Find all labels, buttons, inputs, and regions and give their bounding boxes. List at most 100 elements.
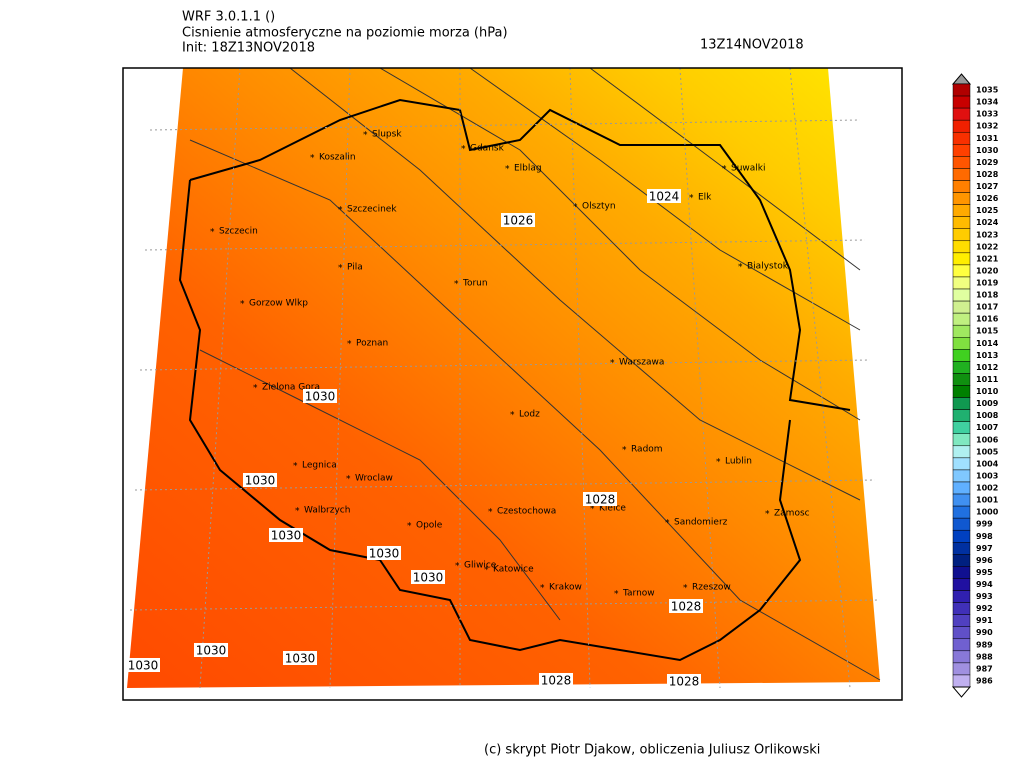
colorbar-swatch <box>952 650 971 664</box>
colorbar-swatch <box>952 626 971 640</box>
colorbar-swatch <box>952 662 971 676</box>
colorbar-swatch <box>952 107 971 121</box>
city-label: Szczecinek <box>347 205 397 215</box>
contour-label: 1028 <box>585 493 616 507</box>
colorbar-label: 1011 <box>976 375 999 384</box>
city-label: Szczecin <box>219 227 258 237</box>
colorbar-label: 1004 <box>976 459 999 468</box>
colorbar-swatch <box>952 517 971 531</box>
colorbar-label: 1010 <box>976 387 999 396</box>
colorbar-label: 1026 <box>976 194 999 203</box>
city-marker: * <box>665 519 670 529</box>
contour-label-box <box>194 643 228 657</box>
contour-label: 1030 <box>271 529 302 543</box>
city-marker: * <box>765 510 770 520</box>
colorbar-label: 1018 <box>976 291 999 300</box>
contour-label-box <box>501 213 535 227</box>
contour-label-box <box>283 651 317 665</box>
city-marker: * <box>689 194 694 204</box>
colorbar-swatch <box>952 131 971 145</box>
city-marker: * <box>240 300 245 310</box>
city-marker: * <box>346 475 351 485</box>
colorbar-swatch <box>952 578 971 591</box>
colorbar-label: 1005 <box>976 447 999 456</box>
contour-label: 1030 <box>369 547 400 561</box>
contour-label-box <box>243 473 277 487</box>
colorbar-swatch <box>952 433 971 447</box>
colorbar-swatch <box>952 168 971 181</box>
colorbar-label: 987 <box>976 664 993 673</box>
city-label: Lublin <box>725 457 752 467</box>
colorbar-swatch <box>952 192 971 205</box>
colorbar-label: 1030 <box>976 146 999 155</box>
city-label: Gliwice <box>464 561 497 571</box>
city-marker: * <box>407 522 412 532</box>
colorbar-label: 1000 <box>976 508 999 517</box>
colorbar-swatch <box>952 505 971 519</box>
colorbar-label: 1032 <box>976 122 998 131</box>
colorbar-swatch <box>952 385 971 398</box>
city-label: Krakow <box>549 583 582 593</box>
colorbar-swatch <box>952 542 971 555</box>
city-label: Olsztyn <box>582 202 616 212</box>
city-label: Pila <box>347 263 363 273</box>
city-label: Sandomierz <box>674 518 728 528</box>
colorbar-label: 1023 <box>976 230 998 239</box>
colorbar-swatch <box>952 445 971 459</box>
colorbar-swatch <box>952 529 971 543</box>
city-marker: * <box>347 340 352 350</box>
colorbar-label: 1034 <box>976 98 999 107</box>
init-time: Init: 18Z13NOV2018 <box>182 41 315 56</box>
contour-label-box <box>583 492 617 506</box>
colorbar-label: 1012 <box>976 363 998 372</box>
colorbar-label: 1013 <box>976 351 998 360</box>
contour-label: 1030 <box>413 571 444 585</box>
colorbar-swatch <box>952 614 971 627</box>
colorbar-label: 997 <box>976 544 993 553</box>
colorbar-swatch <box>952 240 971 254</box>
city-label: Wroclaw <box>355 474 393 484</box>
colorbar-bottom-arrow <box>951 686 972 698</box>
city-label: Legnica <box>302 461 337 471</box>
colorbar-label: 1027 <box>976 182 998 191</box>
city-marker: * <box>338 206 343 216</box>
city-marker: * <box>455 562 460 572</box>
city-marker: * <box>540 584 545 594</box>
city-label: Opole <box>416 521 443 531</box>
city-marker: * <box>590 505 595 515</box>
contour-label: 1030 <box>128 659 159 673</box>
colorbar-swatch <box>952 373 971 386</box>
city-marker: * <box>722 165 727 175</box>
colorbar-swatch <box>952 276 971 290</box>
colorbar-swatch <box>952 349 971 362</box>
city-marker: * <box>454 280 459 290</box>
city-marker: * <box>338 264 343 274</box>
colorbar-label: 995 <box>976 568 993 577</box>
colorbar-label: 994 <box>976 580 993 589</box>
map-area: * Slupsk * Koszalin * Gdansk * Elblag * Suwalki * O… <box>122 67 903 701</box>
contour-label: 1024 <box>649 190 680 204</box>
city-label: Elk <box>698 193 712 203</box>
colorbar-swatch <box>952 324 971 338</box>
colorbar-swatch <box>952 300 971 314</box>
contour-label: 1028 <box>541 674 572 688</box>
contour-label-box <box>367 546 401 560</box>
colorbar-label: 1008 <box>976 411 999 420</box>
city-label: Katowice <box>493 565 534 575</box>
contour-label: 1030 <box>245 474 276 488</box>
city-label: Bialystok <box>747 262 789 272</box>
contour-label-box <box>411 570 445 584</box>
colorbar-label: 988 <box>976 652 993 661</box>
colorbar-swatch <box>952 156 971 169</box>
valid-time: 13Z14NOV2018 <box>700 38 804 53</box>
colorbar-swatch <box>952 144 971 157</box>
colorbar-label: 991 <box>976 616 993 625</box>
contour-label: 1028 <box>671 600 702 614</box>
colorbar-swatch <box>952 264 971 278</box>
contour-label-box <box>269 528 303 542</box>
city-marker: * <box>738 263 743 273</box>
colorbar-swatch <box>952 602 971 615</box>
colorbar-swatch <box>952 481 971 495</box>
colorbar-swatch <box>952 566 971 579</box>
